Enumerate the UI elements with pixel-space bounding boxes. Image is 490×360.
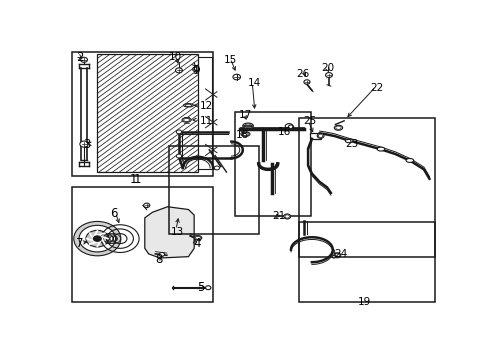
Circle shape <box>214 166 220 170</box>
Circle shape <box>86 230 109 247</box>
Polygon shape <box>145 207 194 258</box>
Ellipse shape <box>317 133 324 138</box>
Ellipse shape <box>284 214 291 219</box>
Text: 18: 18 <box>236 130 249 140</box>
Text: 3: 3 <box>83 138 91 151</box>
Ellipse shape <box>182 118 191 122</box>
Circle shape <box>74 221 121 256</box>
Ellipse shape <box>241 132 250 136</box>
Circle shape <box>80 141 88 147</box>
Ellipse shape <box>194 235 202 240</box>
Text: 9: 9 <box>192 64 200 77</box>
Text: 4: 4 <box>194 237 201 250</box>
Ellipse shape <box>406 158 414 162</box>
Text: 25: 25 <box>303 116 317 126</box>
Text: 22: 22 <box>371 82 384 93</box>
Circle shape <box>159 252 165 256</box>
Text: 1: 1 <box>130 172 137 185</box>
Bar <box>310 133 320 139</box>
Text: 17: 17 <box>239 110 252 120</box>
Bar <box>72 187 213 302</box>
Circle shape <box>206 286 211 290</box>
Circle shape <box>176 154 182 158</box>
Text: 6: 6 <box>111 207 118 220</box>
Circle shape <box>81 57 87 62</box>
Circle shape <box>144 203 150 208</box>
Circle shape <box>176 130 182 134</box>
Circle shape <box>233 74 241 80</box>
Ellipse shape <box>377 147 385 151</box>
Ellipse shape <box>332 255 336 258</box>
Bar <box>170 146 259 234</box>
Text: 1: 1 <box>133 172 141 185</box>
Text: 20: 20 <box>321 63 335 73</box>
Text: 23: 23 <box>345 139 359 149</box>
Circle shape <box>304 80 310 84</box>
Text: 11: 11 <box>200 116 213 126</box>
Text: 12: 12 <box>200 100 213 111</box>
Bar <box>298 222 435 302</box>
Ellipse shape <box>193 67 199 72</box>
Ellipse shape <box>345 139 353 143</box>
Text: 2: 2 <box>75 50 83 64</box>
Circle shape <box>285 123 293 129</box>
Bar <box>98 54 198 172</box>
Text: 24: 24 <box>335 249 348 259</box>
Ellipse shape <box>334 253 341 258</box>
Text: 10: 10 <box>169 52 182 62</box>
Text: 15: 15 <box>224 55 237 65</box>
Bar <box>298 118 435 257</box>
Text: 5: 5 <box>197 281 205 294</box>
Circle shape <box>325 73 332 77</box>
Ellipse shape <box>243 123 253 129</box>
Bar <box>72 51 213 176</box>
Ellipse shape <box>184 104 194 107</box>
Text: 16: 16 <box>278 127 291 137</box>
Circle shape <box>79 225 116 252</box>
Text: 14: 14 <box>247 78 261 89</box>
Text: 8: 8 <box>155 253 163 266</box>
Circle shape <box>175 68 182 73</box>
Ellipse shape <box>334 125 343 130</box>
Text: 21: 21 <box>272 211 285 221</box>
Text: 19: 19 <box>358 297 371 307</box>
Circle shape <box>93 235 102 242</box>
Text: 7: 7 <box>75 237 83 250</box>
Text: 13: 13 <box>171 227 184 237</box>
Bar <box>235 112 311 216</box>
Text: 26: 26 <box>296 69 309 79</box>
